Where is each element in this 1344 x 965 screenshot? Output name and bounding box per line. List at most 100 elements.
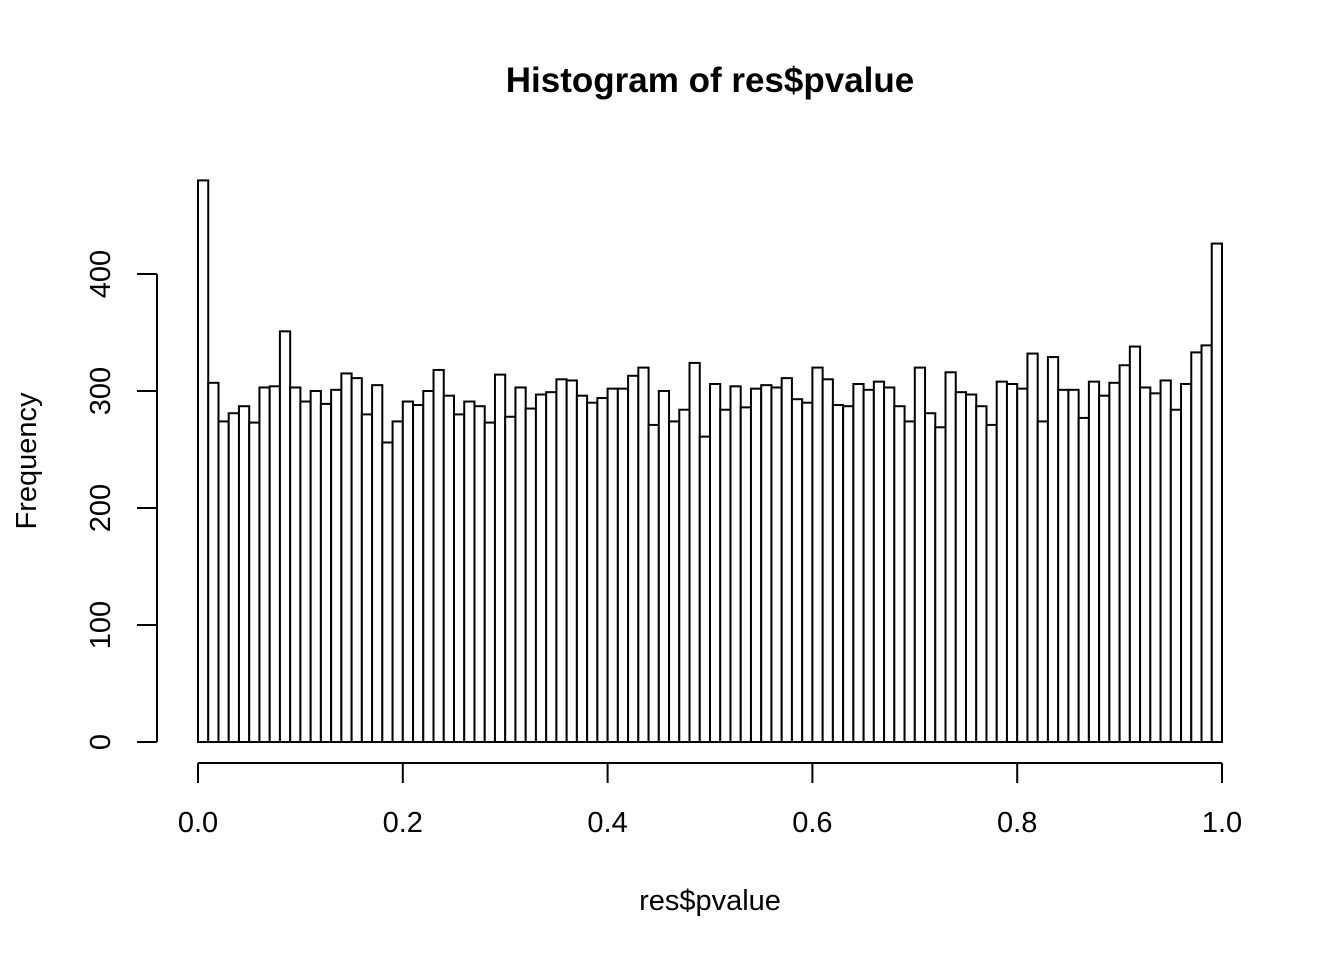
histogram-bar: [1210, 242, 1224, 744]
histogram-bar: [268, 385, 281, 743]
histogram-bar: [678, 408, 691, 743]
histogram-bar: [248, 421, 261, 743]
histogram-bar: [893, 405, 906, 743]
x-axis: 0.0 0.2 0.4 0.6 0.8 1.0: [178, 762, 1242, 839]
x-tick-label: 0.6: [792, 807, 832, 839]
histogram-bar: [606, 387, 619, 743]
histogram-bar: [688, 361, 701, 743]
histogram-bar: [1046, 356, 1060, 743]
histogram-bar: [790, 398, 804, 743]
histogram-bar: [1077, 416, 1090, 743]
histogram-bar: [545, 391, 558, 743]
histogram-bar: [1128, 345, 1142, 743]
histogram-bar: [1036, 420, 1049, 743]
histogram-bar: [913, 366, 927, 743]
histogram-bar: [862, 388, 875, 743]
histogram-bar: [1098, 394, 1111, 743]
histogram-bar: [1016, 387, 1029, 743]
histogram-bar: [391, 420, 404, 743]
histogram-bar: [903, 420, 916, 743]
histogram-bar: [842, 405, 855, 743]
histogram-bar: [1067, 388, 1080, 743]
histogram-bar: [299, 400, 312, 743]
histogram-bar: [924, 412, 937, 743]
y-tick-label: 200: [85, 484, 117, 532]
histogram-bar: [1026, 352, 1039, 743]
histogram-bar: [596, 397, 609, 743]
y-tick-label: 400: [85, 250, 117, 298]
histogram-bar: [278, 330, 292, 743]
histogram-bar: [381, 441, 394, 743]
bar-group: [197, 179, 1224, 744]
histogram-bar: [1190, 351, 1203, 743]
histogram-bar: [1005, 382, 1019, 743]
histogram-bar: [1149, 392, 1162, 743]
histogram-bar: [770, 386, 783, 743]
histogram-bar: [801, 401, 814, 743]
histogram-bar: [821, 378, 834, 743]
histogram-bar: [473, 405, 486, 743]
histogram-bar: [442, 394, 456, 743]
histogram-bar: [432, 368, 445, 743]
histogram-bar: [258, 386, 271, 743]
histogram-bar: [493, 373, 507, 743]
x-tick-label: 0.0: [178, 807, 218, 839]
histogram-bar: [729, 385, 742, 743]
y-tick-label: 0: [85, 734, 117, 750]
histogram-bar: [637, 366, 650, 743]
histogram-bar: [514, 386, 527, 743]
histogram-bar: [975, 405, 988, 743]
histogram-bar: [340, 372, 353, 743]
histogram-bar: [883, 386, 896, 743]
y-axis-label: Frequency: [11, 392, 43, 530]
histogram-bar: [1159, 379, 1172, 743]
histogram-bar: [237, 405, 251, 743]
histogram-bar: [760, 384, 773, 743]
histogram-bar: [627, 374, 640, 743]
histogram-bar: [197, 179, 210, 743]
x-axis-label: res$pvalue: [639, 885, 781, 917]
x-tick-label: 1.0: [1202, 807, 1242, 839]
histogram-bar: [412, 404, 425, 743]
histogram-bar: [698, 435, 712, 743]
histogram-bar: [504, 415, 517, 743]
histogram-bar: [616, 387, 630, 743]
x-tick-label: 0.8: [997, 807, 1037, 839]
histogram-bar: [954, 391, 968, 743]
histogram-bar: [575, 394, 589, 743]
histogram-bar: [1180, 382, 1193, 743]
histogram-bar: [524, 407, 537, 743]
histogram-bar: [995, 380, 1008, 743]
histogram-bar: [330, 388, 343, 743]
histogram-bar: [934, 426, 947, 743]
histogram-bar: [463, 400, 476, 743]
histogram-bar: [534, 393, 548, 743]
histogram-bar: [350, 377, 363, 743]
histogram-bar: [739, 406, 752, 743]
x-tick-label: 0.2: [383, 807, 423, 839]
histogram-bar: [749, 387, 763, 743]
x-tick-label: 0.4: [587, 807, 627, 839]
histogram-bar: [1118, 364, 1131, 743]
histogram-bar: [872, 380, 886, 743]
histogram-bar: [647, 423, 660, 743]
histogram-bar: [852, 382, 865, 743]
y-axis: 0 100 200 300 400: [85, 250, 158, 750]
histogram-bar: [360, 413, 374, 743]
chart-title: Histogram of res$pvalue: [506, 61, 914, 100]
y-tick-label: 100: [85, 601, 117, 649]
histogram-bar: [289, 386, 302, 743]
histogram-bar: [422, 390, 435, 743]
histogram-bar: [965, 393, 978, 743]
histogram-bar: [709, 382, 722, 743]
histogram-bar: [1087, 380, 1101, 743]
histogram-bar: [1057, 388, 1070, 743]
histogram-bar: [1200, 344, 1213, 743]
histogram-bar: [483, 421, 496, 743]
histogram-bar: [217, 420, 230, 743]
histogram-bar: [985, 423, 998, 743]
histogram-bar: [1169, 408, 1183, 743]
histogram-bar: [565, 379, 578, 743]
